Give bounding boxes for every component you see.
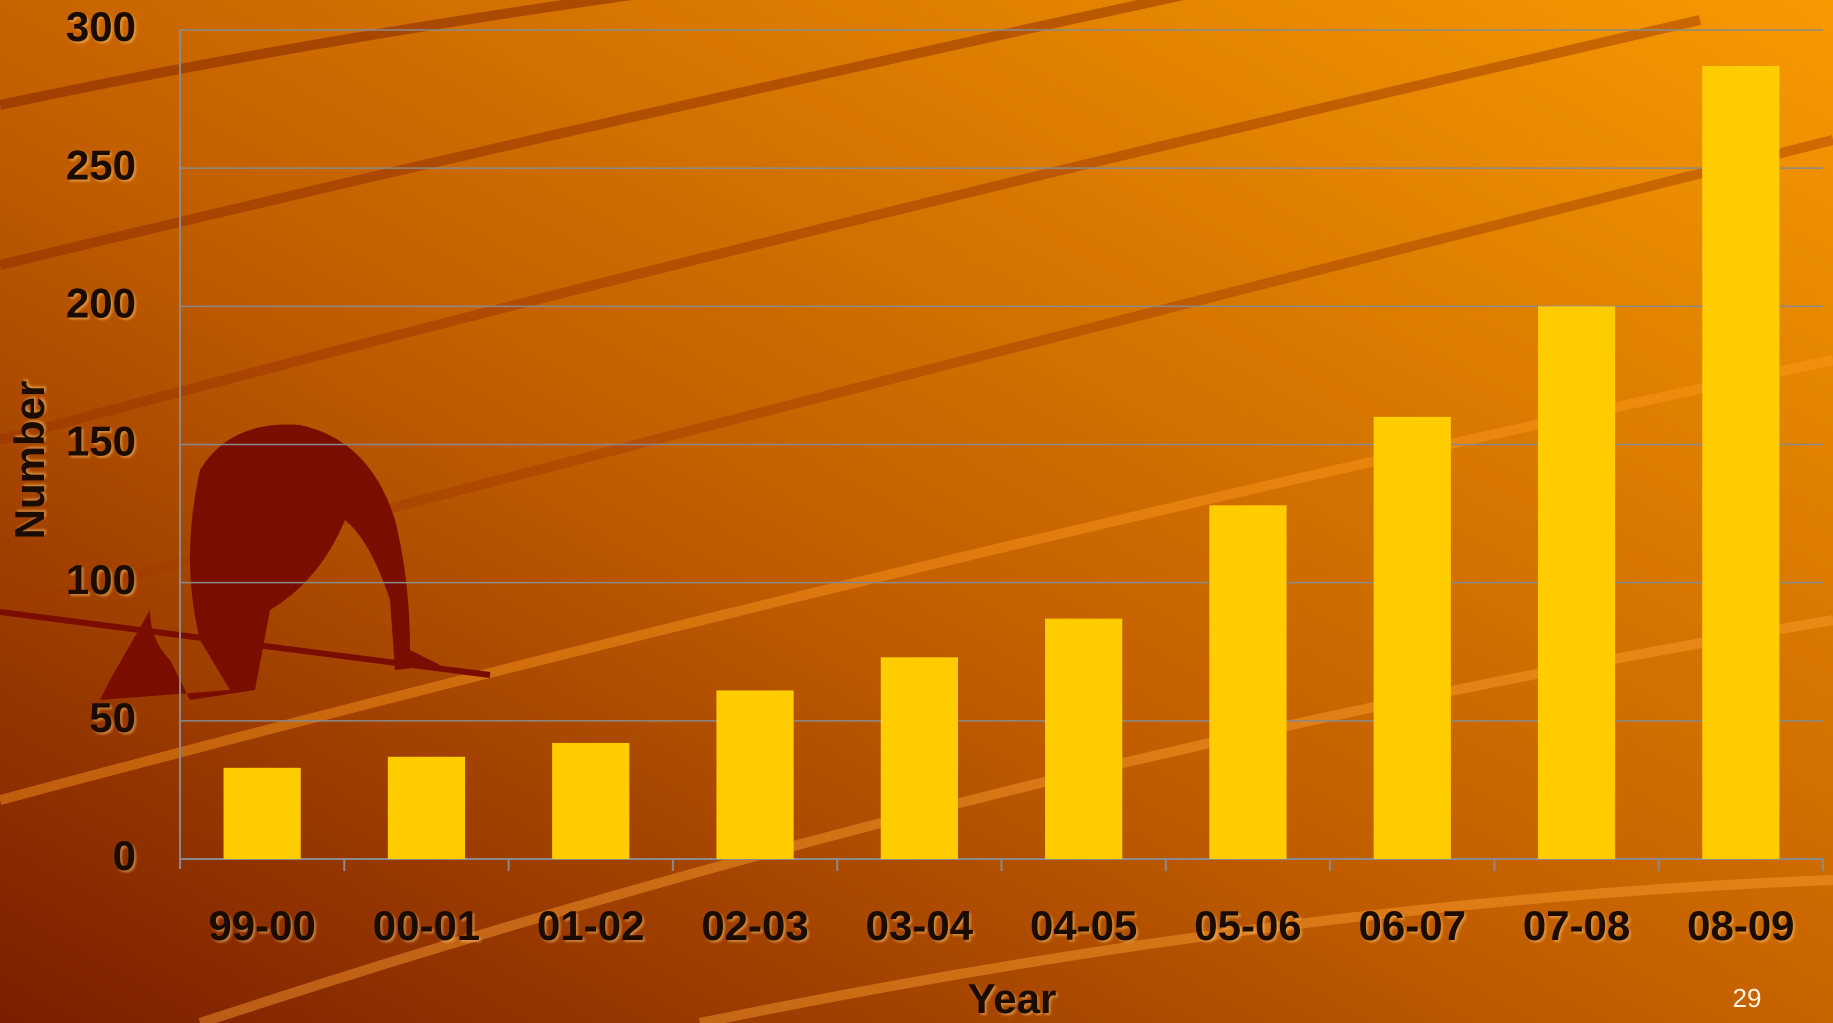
runner-silhouette — [0, 424, 491, 700]
x-tick-label: 04-05 — [1030, 902, 1137, 949]
y-axis-label: Number — [6, 381, 53, 540]
x-tick-label: 01-02 — [537, 902, 644, 949]
y-tick-label: 0 — [113, 832, 136, 879]
y-tick-label: 200 — [66, 279, 136, 326]
swoosh — [0, 15, 1702, 445]
y-tick-label: 50 — [89, 694, 136, 741]
swoosh — [698, 875, 1833, 1023]
bar — [880, 657, 958, 859]
x-tick-label: 03-04 — [866, 902, 974, 949]
x-tick-label: 00-01 — [373, 902, 480, 949]
x-tick-label: 08-09 — [1687, 902, 1794, 949]
bar — [1373, 416, 1451, 859]
page-number: 29 — [1733, 983, 1762, 1013]
x-tick-label: 99-00 — [208, 902, 315, 949]
x-tick-label: 02-03 — [701, 902, 808, 949]
y-tick-label: 300 — [66, 3, 136, 50]
x-tick-label: 05-06 — [1194, 902, 1301, 949]
start-line — [0, 609, 491, 678]
y-tick-label: 100 — [66, 556, 136, 603]
bar — [1045, 618, 1123, 859]
swoosh — [0, 0, 633, 110]
bar — [387, 756, 466, 859]
x-axis-label: Year — [968, 975, 1057, 1022]
y-tick-label: 250 — [66, 141, 136, 188]
runner — [100, 424, 440, 700]
bar — [223, 767, 301, 859]
bar — [552, 742, 630, 859]
y-tick-label: 150 — [66, 418, 136, 465]
bar — [1702, 65, 1780, 859]
x-tick-label: 06-07 — [1359, 902, 1466, 949]
x-tick-label: 07-08 — [1523, 902, 1630, 949]
bar — [716, 690, 794, 859]
bar — [1209, 505, 1287, 859]
bar — [1537, 306, 1616, 859]
